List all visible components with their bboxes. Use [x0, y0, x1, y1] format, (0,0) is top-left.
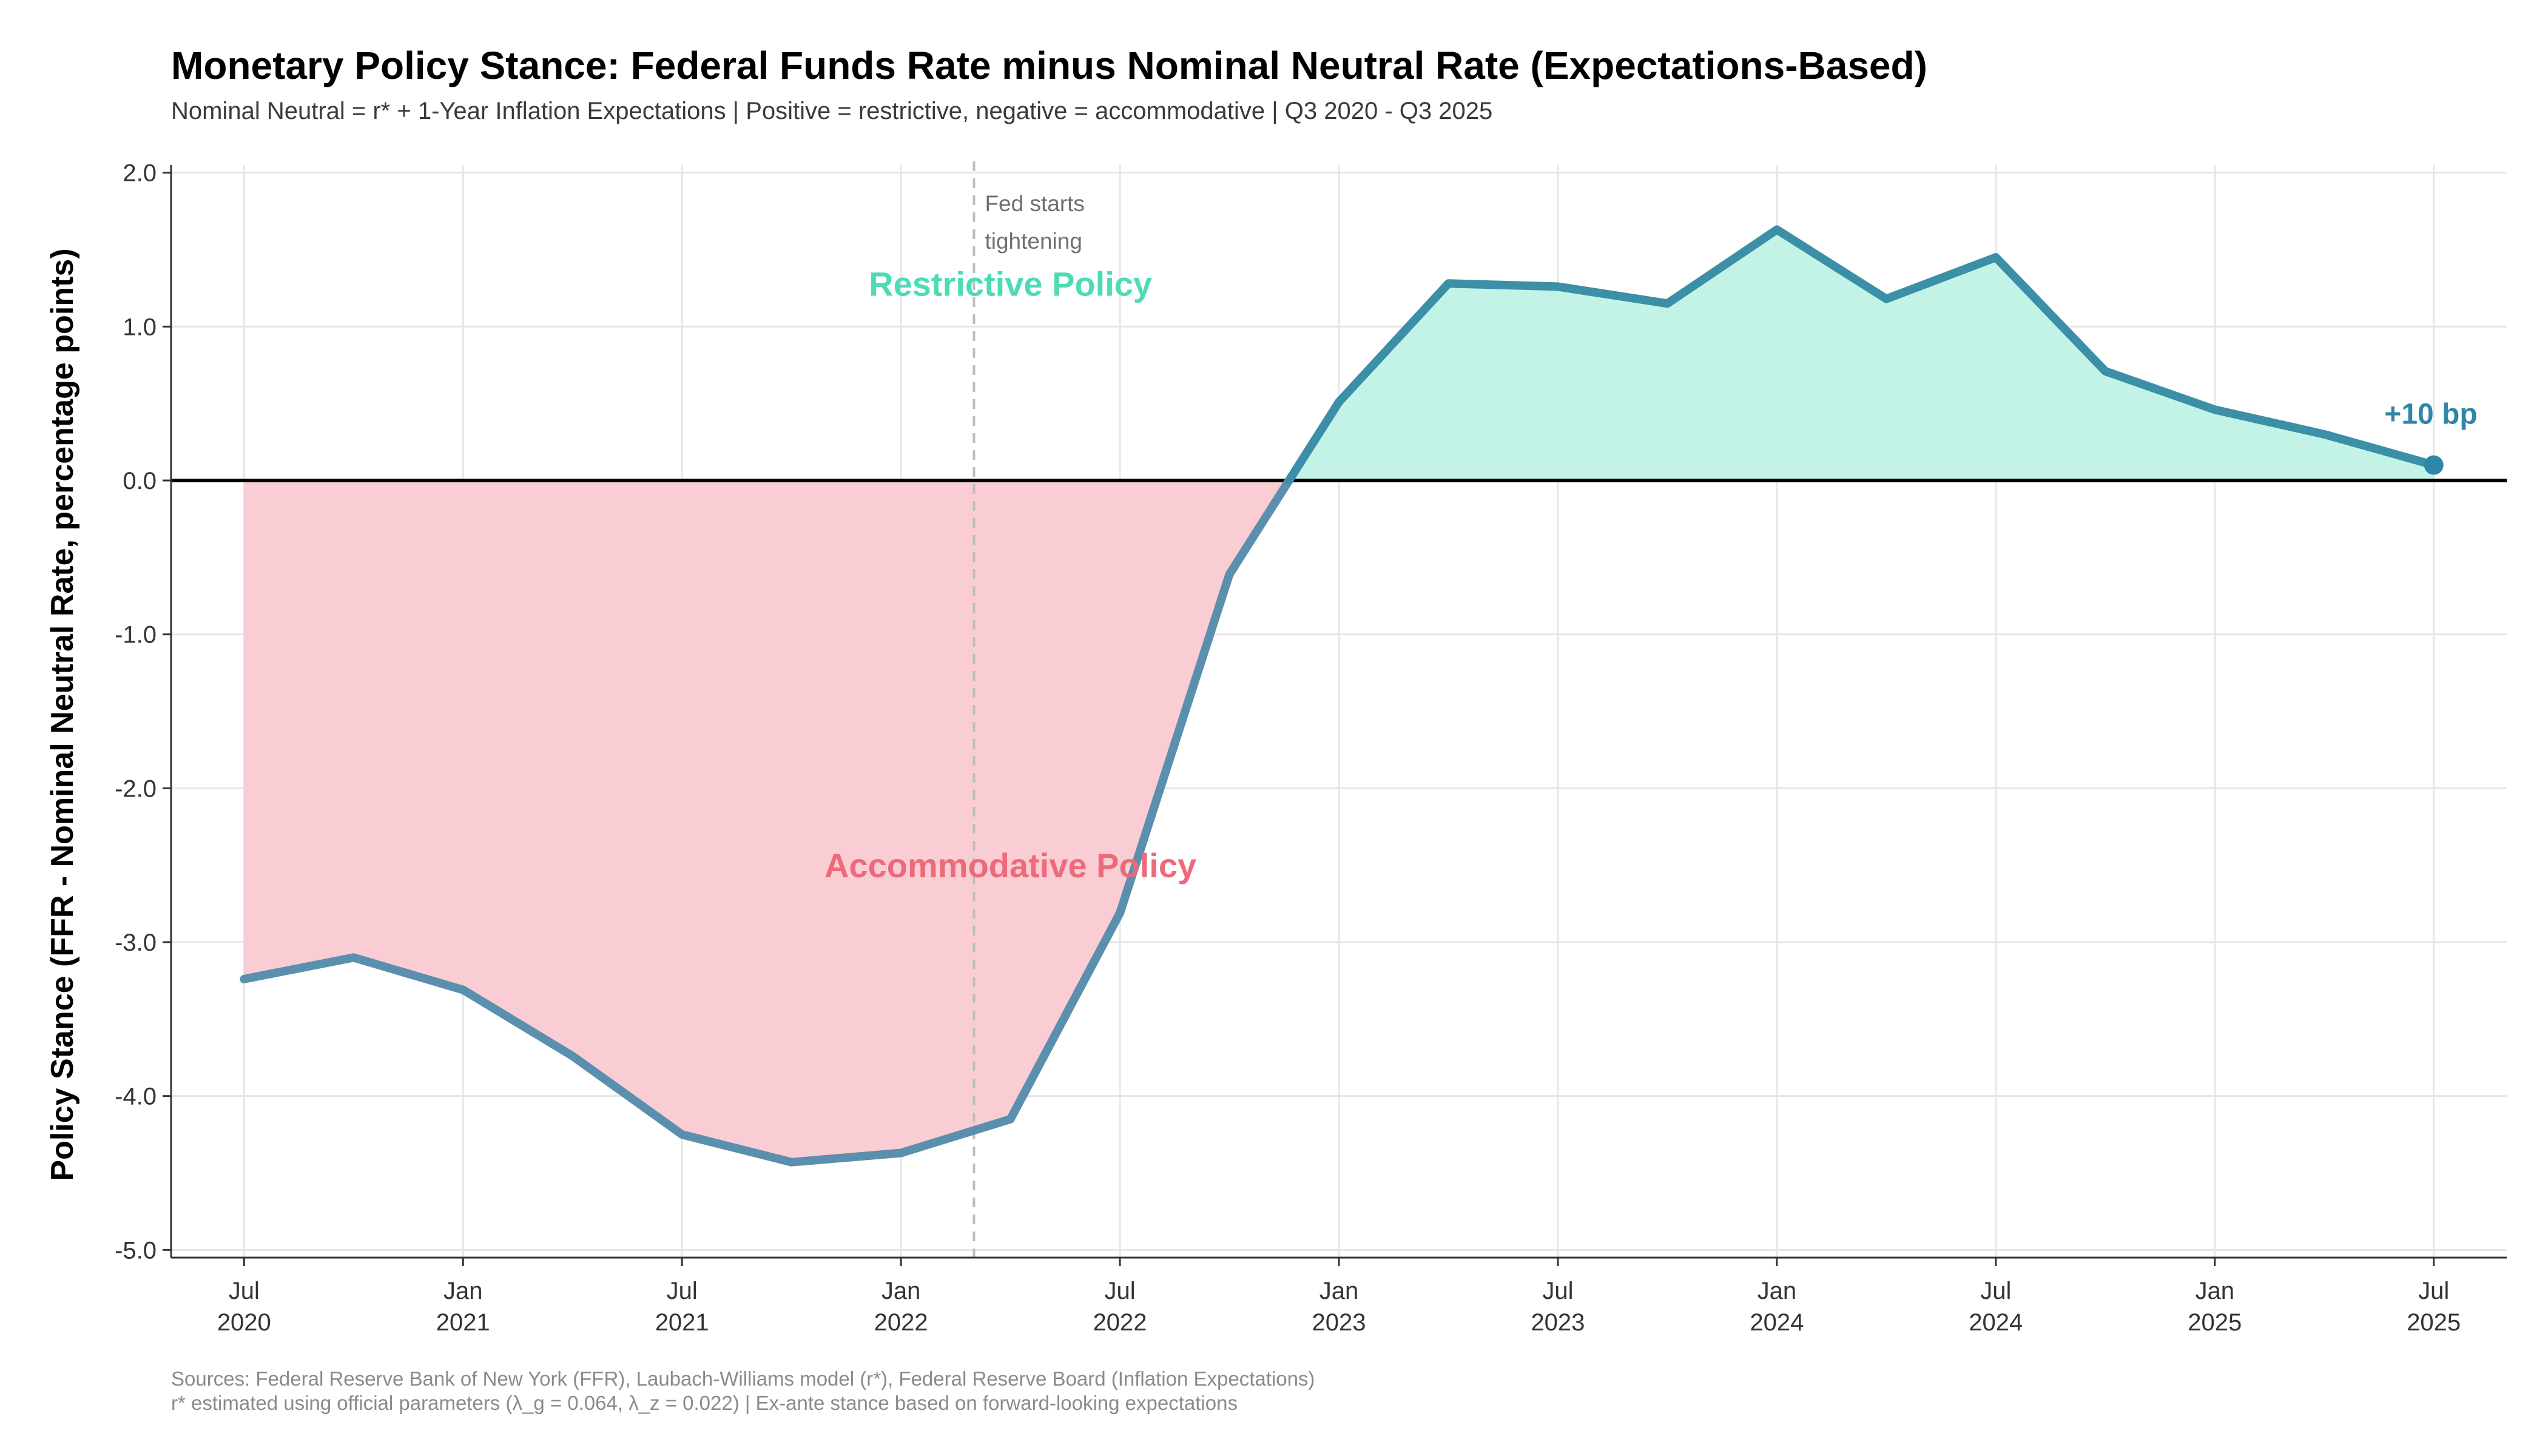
chart-title: Monetary Policy Stance: Federal Funds Ra… — [171, 44, 1927, 87]
x-tick-label-month: Jan — [443, 1278, 483, 1304]
x-tick-label-year: 2022 — [874, 1309, 928, 1336]
chart-subtitle: Nominal Neutral = r* + 1-Year Inflation … — [171, 98, 1492, 124]
x-tick-label-month: Jul — [229, 1278, 260, 1304]
x-tick-label-year: 2024 — [1750, 1309, 1804, 1336]
x-tick-label-month: Jan — [881, 1278, 921, 1304]
y-tick-label: -5.0 — [115, 1237, 157, 1264]
y-tick-label: 0.0 — [123, 468, 157, 494]
caption-sources: Sources: Federal Reserve Bank of New Yor… — [171, 1367, 1315, 1390]
x-tick-label-month: Jul — [2418, 1278, 2449, 1304]
x-tick-label-year: 2024 — [1969, 1309, 2023, 1336]
x-tick-label-year: 2021 — [655, 1309, 709, 1336]
x-tick-label-year: 2025 — [2188, 1309, 2242, 1336]
series-line-negative — [240, 476, 1293, 1167]
x-tick-label-year: 2020 — [217, 1309, 271, 1336]
x-tick-label-month: Jul — [1980, 1278, 2011, 1304]
x-tick-label-month: Jan — [1758, 1278, 1797, 1304]
y-tick-label: -4.0 — [115, 1084, 157, 1110]
x-tick-label-month: Jul — [1104, 1278, 1135, 1304]
x-tick-label-month: Jul — [1542, 1278, 1573, 1304]
accommodative-policy-label: Accommodative Policy — [824, 846, 1196, 885]
x-tick-label-year: 2023 — [1312, 1309, 1366, 1336]
fed-tightening-label: Fed starts — [985, 191, 1085, 216]
restrictive-region — [1289, 229, 2434, 480]
end-point-marker — [2424, 455, 2444, 475]
x-tick-label-month: Jul — [667, 1278, 698, 1304]
fed-tightening-label: tightening — [985, 229, 1082, 254]
end-point-label: +10 bp — [2384, 399, 2477, 431]
caption-method: r* estimated using official parameters (… — [171, 1392, 1238, 1414]
plot-area: Fed starts tightening 2.0 1.0 0.0 -1.0 -2.0 -3.… — [115, 160, 2507, 1336]
series-line-positive — [1284, 225, 2438, 485]
x-tick-label-year: 2022 — [1093, 1309, 1147, 1336]
restrictive-policy-label: Restrictive Policy — [869, 265, 1152, 303]
y-tick-label: -3.0 — [115, 929, 157, 956]
y-tick-label: 2.0 — [123, 160, 157, 187]
x-tick-label-year: 2023 — [1531, 1309, 1585, 1336]
y-tick-label: -1.0 — [115, 622, 157, 649]
y-tick-label: -2.0 — [115, 775, 157, 802]
x-tick-label-month: Jan — [1320, 1278, 1359, 1304]
x-tick-label-month: Jan — [2196, 1278, 2235, 1304]
x-tick-label-year: 2021 — [436, 1309, 490, 1336]
y-tick-label: 1.0 — [123, 314, 157, 340]
y-axis-label: Policy Stance (FFR - Nominal Neutral Rat… — [45, 248, 80, 1181]
x-tick-label-year: 2025 — [2407, 1309, 2461, 1336]
accommodative-region — [244, 480, 1289, 1162]
